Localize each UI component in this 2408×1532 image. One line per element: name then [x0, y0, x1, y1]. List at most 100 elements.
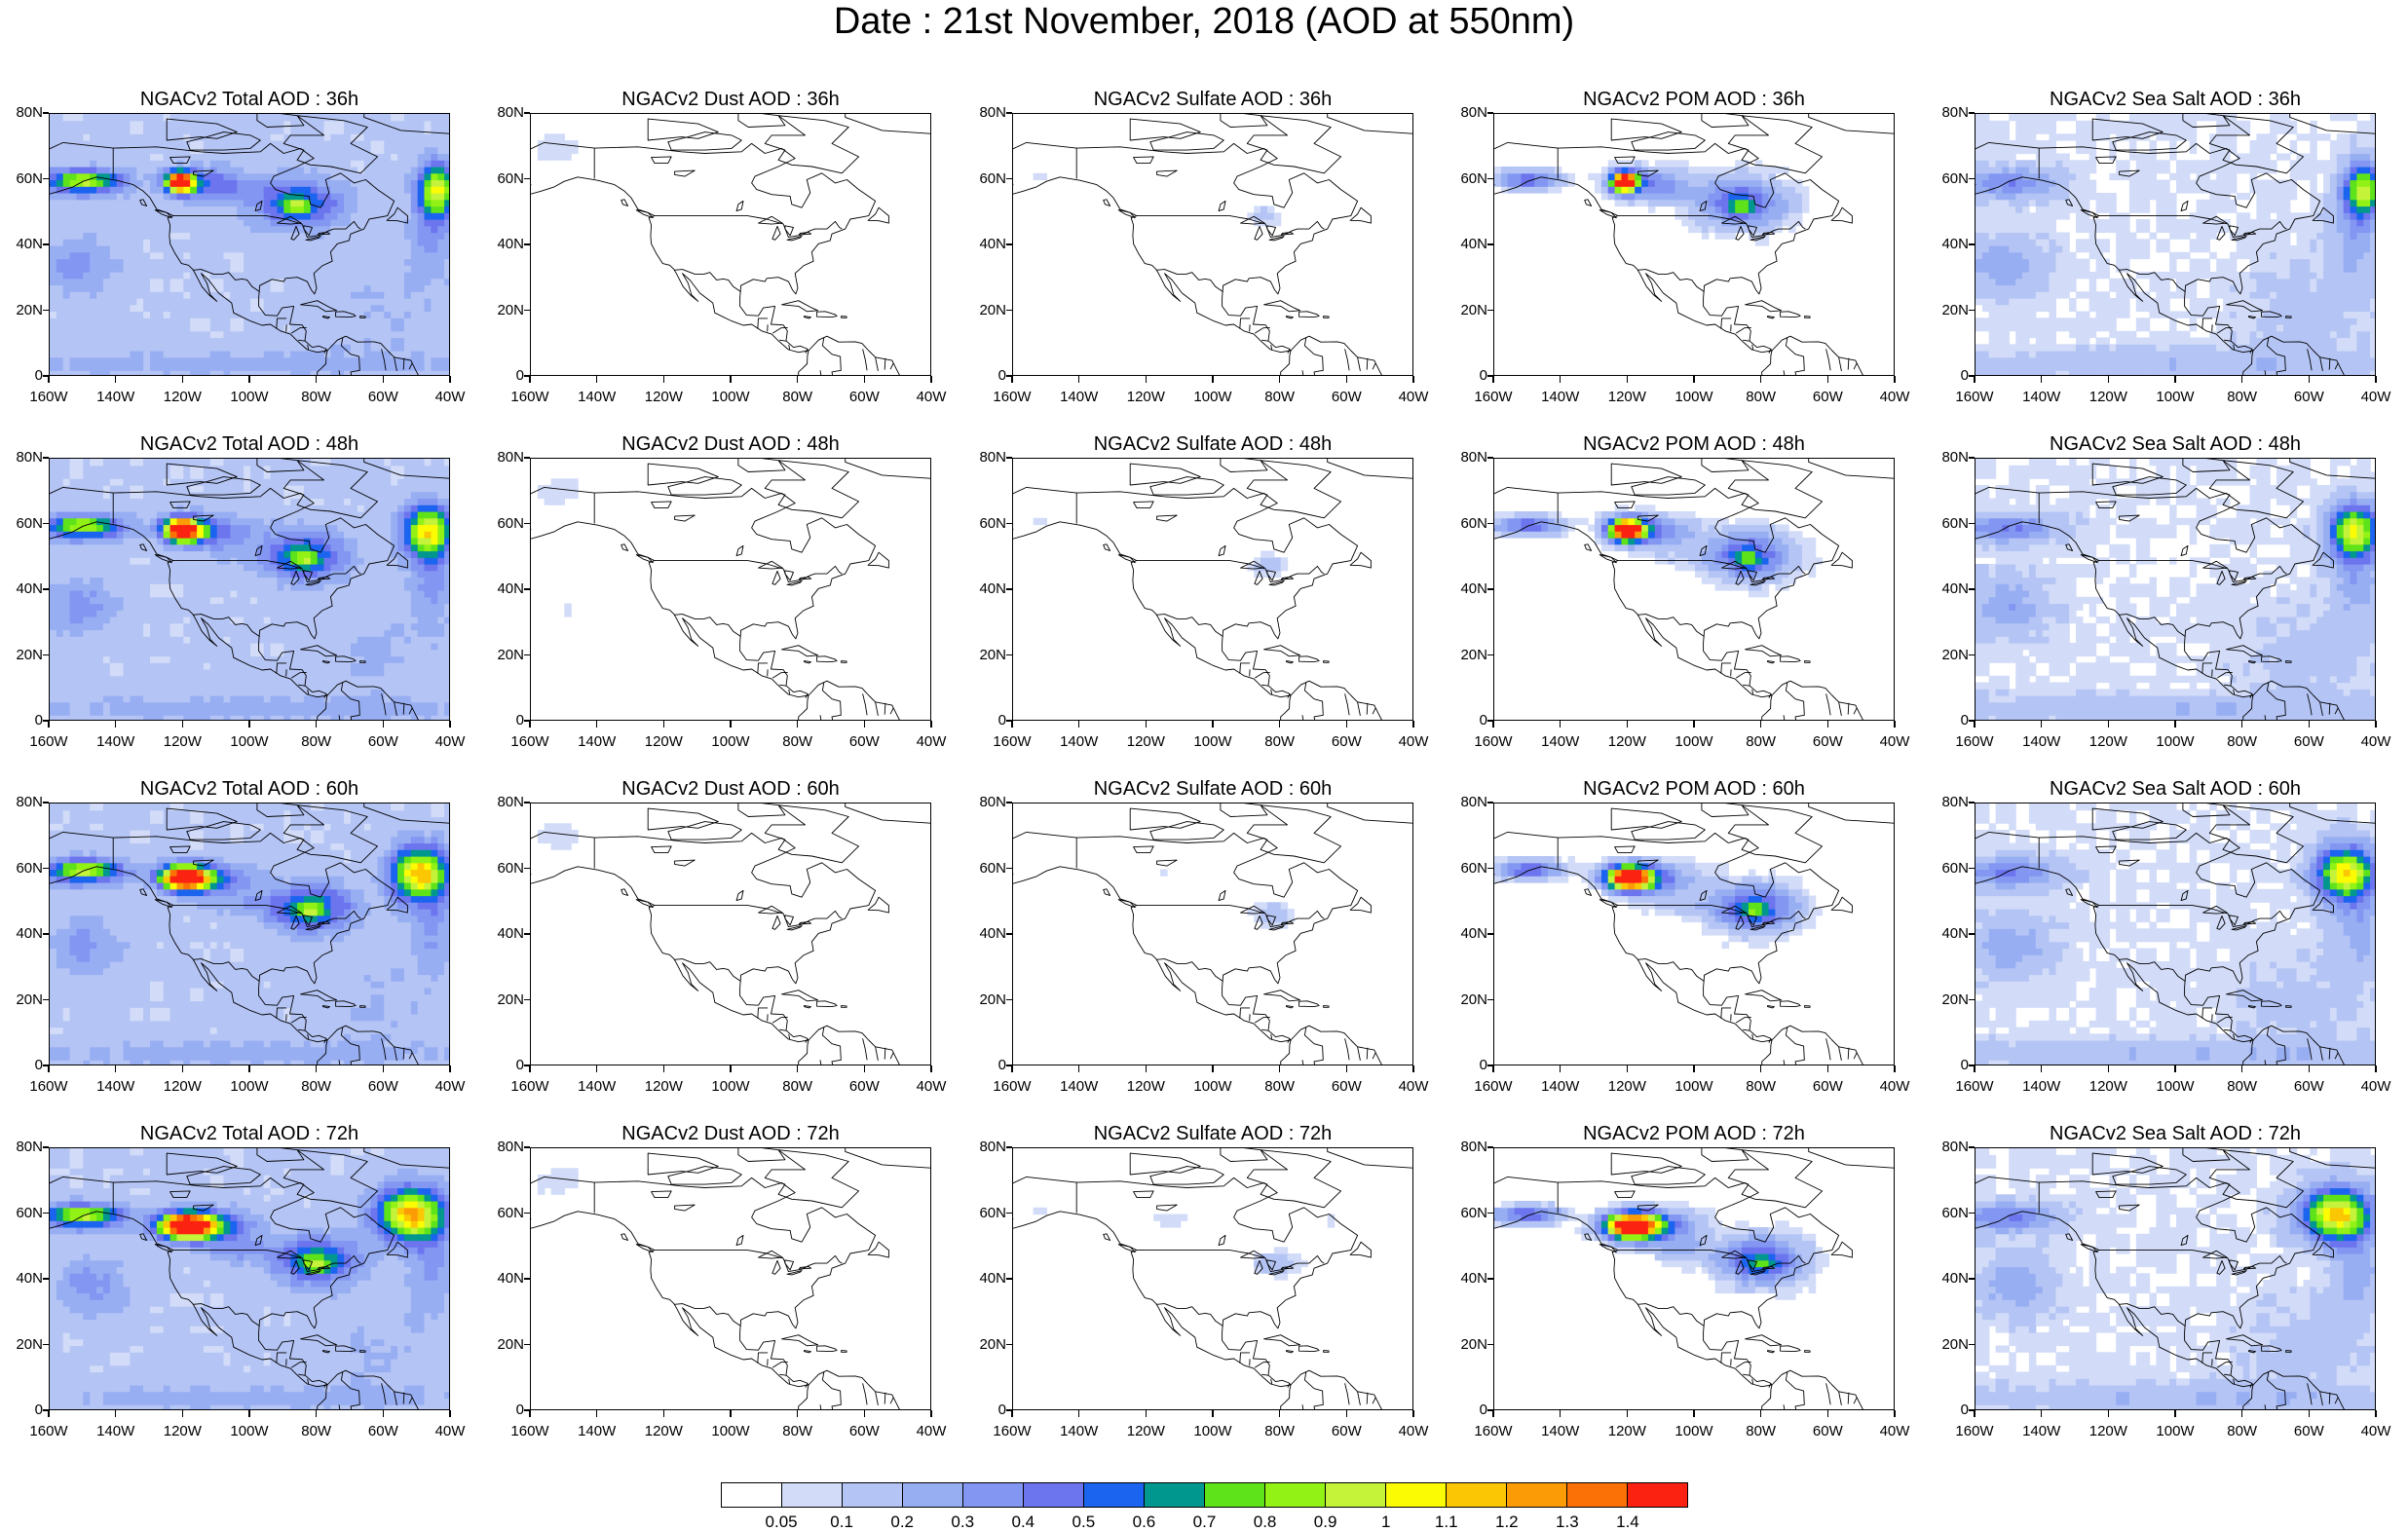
x-tick-mark	[1827, 376, 1829, 383]
y-tick-label: 20N	[1926, 303, 1969, 318]
y-tick-label: 20N	[481, 303, 524, 318]
x-tick-mark	[1011, 1065, 1013, 1072]
y-tick-mark	[1006, 1146, 1012, 1148]
y-tick-label: 60N	[1445, 516, 1487, 532]
x-tick-mark	[1894, 1410, 1896, 1417]
y-tick-label: 20N	[481, 1337, 524, 1353]
x-tick-label: 40W	[421, 390, 479, 405]
x-tick-label: 60W	[1798, 1079, 1857, 1095]
x-tick-label: 60W	[835, 1079, 893, 1095]
y-tick-mark	[1969, 999, 1975, 1001]
colorbar-box	[1507, 1483, 1567, 1507]
map-plot-area	[530, 1147, 931, 1410]
y-tick-label: 80N	[1926, 105, 1969, 121]
x-tick-mark	[248, 1065, 250, 1072]
x-tick-mark	[2041, 721, 2043, 728]
y-tick-label: 20N	[1445, 303, 1487, 318]
colorbar-box	[1567, 1483, 1628, 1507]
x-tick-label: 40W	[902, 1424, 960, 1439]
x-tick-label: 40W	[421, 1079, 479, 1095]
map-plot-area	[530, 803, 931, 1065]
x-tick-mark	[2108, 721, 2110, 728]
panel-title: NGACv2 POM AOD : 60h	[1493, 777, 1895, 801]
colorbar-box	[1326, 1483, 1386, 1507]
x-tick-label: 80W	[769, 734, 827, 750]
x-tick-label: 40W	[1865, 734, 1924, 750]
x-tick-label: 100W	[701, 390, 760, 405]
y-tick-label: 0	[481, 713, 524, 729]
y-tick-mark	[43, 112, 49, 114]
y-tick-label: 20N	[1445, 992, 1487, 1008]
x-tick-label: 120W	[1116, 734, 1175, 750]
x-tick-mark	[2174, 376, 2176, 383]
y-tick-mark	[1487, 523, 1493, 525]
x-tick-label: 120W	[2079, 1424, 2137, 1439]
x-tick-label: 40W	[1865, 1079, 1924, 1095]
x-tick-label: 100W	[1665, 390, 1723, 405]
x-tick-mark	[730, 1410, 732, 1417]
map-plot-area	[1975, 458, 2376, 721]
x-tick-label: 40W	[2347, 390, 2405, 405]
y-tick-mark	[43, 588, 49, 590]
x-tick-mark	[1412, 376, 1414, 383]
x-tick-mark	[48, 376, 50, 383]
x-tick-label: 160W	[1945, 734, 2004, 750]
x-tick-mark	[797, 376, 799, 383]
y-tick-mark	[1487, 654, 1493, 656]
colorbar-label: 0.9	[1297, 1513, 1355, 1532]
y-tick-label: 0	[1445, 1402, 1487, 1418]
x-tick-mark	[1078, 721, 1080, 728]
panel-title: NGACv2 Total AOD : 36h	[49, 88, 450, 111]
x-tick-label: 160W	[1464, 1424, 1523, 1439]
x-tick-mark	[2241, 376, 2243, 383]
x-tick-mark	[2174, 1410, 2176, 1417]
y-tick-label: 40N	[1445, 1271, 1487, 1287]
y-tick-label: 80N	[481, 105, 524, 121]
x-tick-mark	[1492, 721, 1494, 728]
x-tick-mark	[449, 1410, 451, 1417]
y-tick-label: 0	[1445, 1058, 1487, 1073]
y-tick-label: 0	[1926, 1058, 1969, 1073]
y-tick-mark	[524, 802, 530, 803]
panel-title: NGACv2 Total AOD : 60h	[49, 777, 450, 801]
map-plot-area	[49, 1147, 450, 1410]
map-plot-area	[1975, 803, 2376, 1065]
y-tick-label: 40N	[1926, 581, 1969, 597]
x-tick-mark	[2241, 721, 2243, 728]
x-tick-label: 120W	[1116, 1424, 1175, 1439]
x-tick-label: 100W	[1665, 734, 1723, 750]
x-tick-label: 140W	[1531, 1079, 1590, 1095]
x-tick-mark	[2309, 721, 2311, 728]
x-tick-mark	[1560, 376, 1561, 383]
y-tick-label: 40N	[1926, 926, 1969, 942]
y-tick-mark	[43, 523, 49, 525]
x-tick-label: 40W	[1384, 1424, 1443, 1439]
y-tick-mark	[1487, 457, 1493, 459]
aod-shading	[50, 1148, 450, 1410]
x-tick-mark	[383, 1410, 385, 1417]
x-tick-mark	[48, 1410, 50, 1417]
x-tick-mark	[1693, 721, 1695, 728]
aod-shading	[1975, 459, 2376, 721]
x-tick-label: 100W	[220, 1079, 279, 1095]
panel-title: NGACv2 Dust AOD : 36h	[530, 88, 931, 111]
map-plot-area	[1493, 1147, 1895, 1410]
map-plot-area	[1012, 803, 1413, 1065]
x-tick-label: 100W	[220, 390, 279, 405]
y-tick-mark	[1969, 310, 1975, 312]
colorbar-box	[722, 1483, 782, 1507]
y-tick-mark	[43, 868, 49, 870]
x-tick-label: 100W	[701, 734, 760, 750]
x-tick-mark	[2041, 376, 2043, 383]
y-tick-mark	[1969, 1344, 1975, 1346]
colorbar-label: 1	[1357, 1513, 1415, 1532]
x-tick-mark	[2174, 721, 2176, 728]
aod-shading	[1494, 160, 1809, 245]
x-tick-label: 80W	[2213, 1424, 2272, 1439]
y-tick-mark	[524, 868, 530, 870]
x-tick-label: 120W	[634, 734, 693, 750]
x-tick-label: 140W	[87, 1079, 145, 1095]
